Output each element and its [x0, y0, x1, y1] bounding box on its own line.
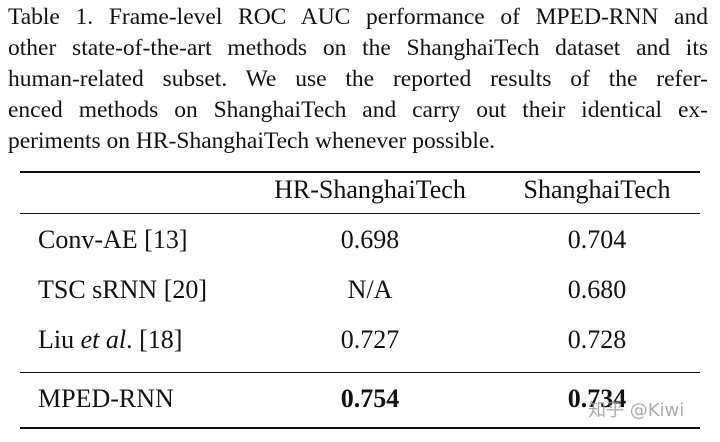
caption-line: enced methods on ShanghaiTech and carry … [8, 97, 708, 123]
value-cell: 0.728 [567, 325, 627, 354]
method-text: et al [80, 325, 127, 354]
method-text: TSC sRNN [20] [38, 275, 208, 304]
header-rule [20, 213, 700, 214]
caption: Table 1. Frame-level ROC AUC performance… [8, 2, 708, 157]
method-text: Conv-AE [13] [38, 225, 188, 254]
value-cell: 0.680 [567, 275, 627, 304]
value-cell: 0.698 [340, 225, 400, 254]
value-cell: 0.734 [567, 384, 627, 413]
column-header: ShanghaiTech [523, 175, 671, 204]
caption-line: other state-of-the-art methods on the Sh… [8, 35, 708, 61]
bottom-rule [20, 427, 700, 429]
value-cell: N/A [347, 275, 393, 304]
mid-rule [20, 372, 700, 373]
method-cell: TSC sRNN [20] [38, 275, 207, 305]
method-cell: Conv-AE [13] [38, 225, 187, 255]
caption-line: periments on HR-ShanghaiTech whenever po… [8, 128, 496, 154]
method-text: Liu [38, 325, 81, 354]
caption-line: human-related subset. We use the reporte… [8, 66, 708, 92]
method-text: . [18] [126, 325, 183, 354]
watermark: 知乎 @Kiwi [588, 400, 685, 421]
value-cell: 0.704 [567, 225, 627, 254]
caption-line: Table 1. Frame-level ROC AUC performance… [8, 4, 708, 30]
value-cell: 0.754 [340, 384, 400, 413]
method-text: MPED-RNN [38, 384, 174, 413]
top-rule [20, 171, 700, 173]
value-cell: 0.727 [340, 325, 400, 354]
method-cell: MPED-RNN [38, 384, 174, 414]
column-header: HR-ShanghaiTech [274, 175, 466, 204]
method-cell: Liu et al. [18] [38, 325, 182, 355]
